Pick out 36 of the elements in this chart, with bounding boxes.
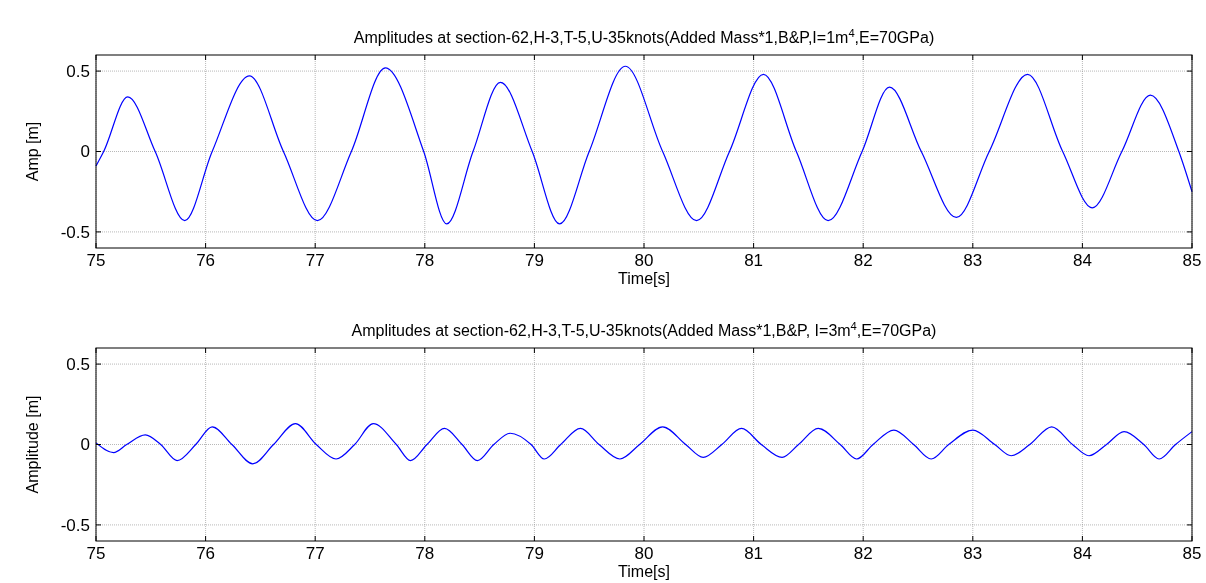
x-tick-label: 76 bbox=[196, 251, 216, 270]
x-tick-label: 84 bbox=[1072, 544, 1092, 563]
x-tick-label: 80 bbox=[634, 251, 654, 270]
x-tick-label: 79 bbox=[524, 251, 544, 270]
x-tick-label: 85 bbox=[1182, 544, 1202, 563]
y-axis-title: Amplitude [m] bbox=[24, 395, 41, 494]
x-tick-label: 78 bbox=[415, 251, 435, 270]
x-tick-label: 85 bbox=[1182, 251, 1202, 270]
x-axis-title: Time[s] bbox=[618, 270, 670, 287]
y-tick-label: 0 bbox=[80, 142, 90, 162]
x-tick-label: 78 bbox=[415, 544, 435, 563]
x-tick-label: 79 bbox=[524, 544, 544, 563]
x-tick-label: 77 bbox=[305, 251, 325, 270]
x-tick-label: 75 bbox=[86, 544, 106, 563]
x-tick-label: 82 bbox=[853, 544, 873, 563]
x-tick-label: 81 bbox=[744, 544, 764, 563]
y-tick-label: -0.5 bbox=[60, 222, 90, 242]
x-tick-label: 77 bbox=[305, 544, 325, 563]
x-tick-label: 82 bbox=[853, 251, 873, 270]
y-tick-label: -0.5 bbox=[60, 515, 90, 535]
y-tick-label: 0 bbox=[80, 435, 90, 455]
line-series bbox=[95, 65, 1193, 225]
x-tick-label: 83 bbox=[963, 251, 983, 270]
line-series bbox=[95, 422, 1193, 465]
x-tick-label: 83 bbox=[963, 544, 983, 563]
x-tick-label: 75 bbox=[86, 251, 106, 270]
x-tick-label: 80 bbox=[634, 544, 654, 563]
y-axis-title: Amp [m] bbox=[24, 121, 41, 182]
x-tick-label: 76 bbox=[196, 544, 216, 563]
y-tick-label: 0.5 bbox=[66, 62, 90, 82]
x-tick-label: 81 bbox=[744, 251, 764, 270]
x-axis-title: Time[s] bbox=[618, 563, 670, 580]
chart-title: Amplitudes at section-62,H-3,T-5,U-35knots(Added Mass*1,B&P,I=1m$^{4}$,E=70GPa) bbox=[353, 27, 935, 46]
x-tick-label: 84 bbox=[1072, 251, 1092, 270]
y-tick-label: 0.5 bbox=[66, 355, 90, 375]
chart-title: Amplitudes at section-62,H-3,T-5,U-35knots(Added Mass*1,B&P, I=3m$^{4}$,E=70GPa) bbox=[351, 320, 937, 339]
